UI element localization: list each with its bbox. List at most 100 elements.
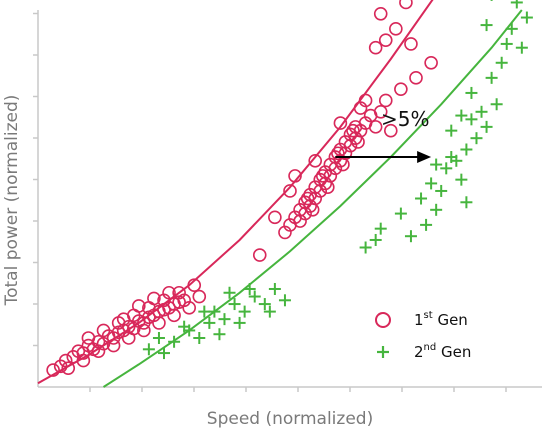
annotation-label: >5% [381,107,430,131]
data-point [420,218,433,231]
data-point [378,33,393,47]
data-point [425,177,438,190]
annotation-arrow-head [417,151,432,164]
data-point [132,299,146,313]
data-point [399,0,413,10]
data-point [167,308,181,323]
data-point [460,143,473,156]
data-point [168,335,181,348]
data-point [510,0,523,9]
data-point [81,331,96,345]
data-point [142,343,155,356]
data-point [193,331,206,344]
data-point [368,40,383,55]
data-point [455,109,468,122]
data-point [333,116,348,130]
series-2-points [142,0,533,360]
data-point [359,241,372,254]
data-point [465,113,478,126]
data-point [288,169,302,183]
data-point [58,353,73,368]
data-point [490,98,503,111]
data-point [389,22,403,36]
data-point [263,305,276,318]
legend-item-1: 1st Gen [375,310,468,329]
data-point [424,55,438,70]
data-point [490,0,493,1]
data-point [283,184,297,198]
legend-marker [375,312,391,328]
legend-label: 1st Gen [414,310,468,329]
data-point [336,157,350,172]
data-point [358,93,373,108]
data-point [373,6,388,21]
data-point [480,19,493,32]
data-point [278,225,292,240]
data-point [268,282,281,295]
data-point [485,71,498,84]
data-point [137,323,151,338]
data-point [515,41,528,54]
annotation: >5% [335,107,432,164]
data-point [435,184,448,197]
data-point [178,320,191,333]
data-point [445,124,458,137]
data-point [470,132,483,145]
data-point [96,323,111,338]
data-point [440,162,453,175]
data-point [91,344,106,358]
legend: 1st Gen 2nd Gen [375,310,471,361]
legend-marker [377,346,389,358]
data-point [238,305,251,318]
data-point [374,222,387,235]
data-point [351,135,365,149]
legend-item-2: 2nd Gen [377,342,471,361]
data-point [495,56,508,69]
data-point [218,313,231,326]
data-point [465,86,478,99]
data-point [268,210,282,225]
data-point [394,207,407,220]
data-point [480,120,493,133]
data-point [430,158,443,171]
data-point [223,286,236,299]
series-1-points [46,0,438,377]
data-point [305,203,320,217]
x-tick-marks [89,387,507,392]
data-point [116,312,131,326]
data-point [172,285,186,300]
fit-line-series-2 [102,9,523,388]
data-point [198,305,211,318]
data-point [320,180,335,194]
series-points [46,0,533,377]
data-point [278,294,291,307]
data-point [415,192,428,205]
data-point [500,37,513,50]
data-point [308,154,323,168]
data-point [369,233,382,246]
fit-line-series-1 [37,0,434,385]
data-point [158,347,170,360]
plot-frame [37,10,542,388]
data-point [300,191,315,206]
data-point [192,289,207,304]
data-point [233,316,246,329]
x-axis-label: Speed (normalized) [207,409,373,429]
data-point [331,146,345,161]
data-point [162,285,176,300]
data-point [373,104,388,119]
data-point [152,316,166,330]
data-point [152,331,165,344]
data-point [106,338,121,353]
data-point [147,291,161,306]
data-point [213,328,226,341]
data-point [460,196,473,209]
data-point [76,353,91,368]
data-point [61,361,76,375]
data-point [475,105,488,118]
data-point [383,123,398,138]
data-point [445,151,458,164]
data-point [243,282,256,295]
data-point [346,123,360,138]
